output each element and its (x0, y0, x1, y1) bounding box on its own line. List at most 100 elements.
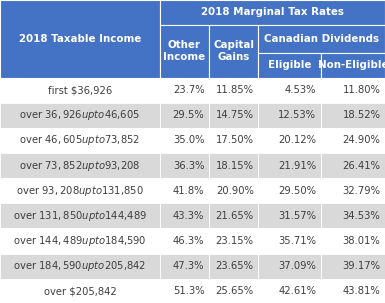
Bar (258, 178, 321, 203)
Bar (160, 78, 209, 103)
Bar (0, 228, 160, 254)
Bar (209, 103, 258, 128)
Text: 18.15%: 18.15% (216, 161, 254, 171)
Bar (258, 25, 385, 53)
Bar (209, 279, 258, 303)
Bar (321, 203, 385, 228)
Text: over $205,842: over $205,842 (44, 286, 116, 296)
Text: 21.65%: 21.65% (216, 211, 254, 221)
Text: Non-Eligible: Non-Eligible (318, 60, 385, 70)
Bar (160, 153, 209, 178)
Text: over $131,850 up to $144,489: over $131,850 up to $144,489 (13, 209, 147, 223)
Text: 35.0%: 35.0% (173, 135, 204, 145)
Bar (209, 128, 258, 153)
Bar (258, 254, 321, 279)
Bar (321, 78, 385, 103)
Bar (258, 228, 321, 254)
Bar (209, 228, 258, 254)
Text: over $46,605 up to $73,852: over $46,605 up to $73,852 (19, 133, 141, 148)
Bar (321, 254, 385, 279)
Text: 42.61%: 42.61% (278, 286, 316, 296)
Bar (209, 178, 258, 203)
Text: 14.75%: 14.75% (216, 110, 254, 120)
Bar (321, 53, 385, 78)
Bar (0, 254, 160, 279)
Bar (160, 0, 385, 25)
Bar (0, 103, 160, 128)
Bar (160, 25, 209, 78)
Bar (0, 203, 160, 228)
Text: first $36,926: first $36,926 (48, 85, 112, 95)
Text: 17.50%: 17.50% (216, 135, 254, 145)
Text: 2018 Taxable Income: 2018 Taxable Income (19, 34, 141, 44)
Bar (209, 25, 258, 78)
Text: 11.85%: 11.85% (216, 85, 254, 95)
Text: 26.41%: 26.41% (342, 161, 380, 171)
Text: 18.52%: 18.52% (342, 110, 380, 120)
Text: 37.09%: 37.09% (278, 261, 316, 271)
Text: 23.65%: 23.65% (216, 261, 254, 271)
Text: 11.80%: 11.80% (343, 85, 380, 95)
Bar (321, 228, 385, 254)
Text: Other
Income: Other Income (163, 40, 206, 62)
Bar (0, 279, 160, 303)
Bar (160, 178, 209, 203)
Bar (209, 203, 258, 228)
Text: 24.90%: 24.90% (343, 135, 380, 145)
Bar (258, 279, 321, 303)
Text: 23.7%: 23.7% (173, 85, 204, 95)
Bar (209, 78, 258, 103)
Bar (258, 78, 321, 103)
Bar (0, 178, 160, 203)
Bar (160, 228, 209, 254)
Text: 47.3%: 47.3% (173, 261, 204, 271)
Text: 41.8%: 41.8% (173, 186, 204, 196)
Bar (258, 53, 321, 78)
Text: 39.17%: 39.17% (342, 261, 380, 271)
Bar (160, 254, 209, 279)
Bar (321, 128, 385, 153)
Text: over $93,208 up to $131,850: over $93,208 up to $131,850 (16, 184, 144, 198)
Text: 34.53%: 34.53% (343, 211, 380, 221)
Text: 12.53%: 12.53% (278, 110, 316, 120)
Text: 20.90%: 20.90% (216, 186, 254, 196)
Text: 35.71%: 35.71% (278, 236, 316, 246)
Text: 31.57%: 31.57% (278, 211, 316, 221)
Text: 20.12%: 20.12% (278, 135, 316, 145)
Bar (160, 203, 209, 228)
Bar (258, 153, 321, 178)
Bar (321, 178, 385, 203)
Bar (160, 103, 209, 128)
Bar (160, 128, 209, 153)
Text: 21.91%: 21.91% (278, 161, 316, 171)
Bar (321, 279, 385, 303)
Bar (0, 153, 160, 178)
Text: 32.79%: 32.79% (342, 186, 380, 196)
Text: 43.81%: 43.81% (343, 286, 380, 296)
Bar (160, 279, 209, 303)
Bar (0, 0, 160, 78)
Text: 2018 Marginal Tax Rates: 2018 Marginal Tax Rates (201, 7, 344, 18)
Bar (209, 153, 258, 178)
Text: 38.01%: 38.01% (343, 236, 380, 246)
Text: Eligible: Eligible (268, 60, 311, 70)
Text: 23.15%: 23.15% (216, 236, 254, 246)
Text: Canadian Dividends: Canadian Dividends (264, 34, 379, 44)
Text: over $144,489 up to $184,590: over $144,489 up to $184,590 (13, 234, 147, 248)
Bar (258, 128, 321, 153)
Text: over $73,852 up to $93,208: over $73,852 up to $93,208 (19, 158, 141, 173)
Text: 46.3%: 46.3% (173, 236, 204, 246)
Text: 51.3%: 51.3% (173, 286, 204, 296)
Text: 29.50%: 29.50% (278, 186, 316, 196)
Text: 36.3%: 36.3% (173, 161, 204, 171)
Bar (258, 203, 321, 228)
Text: 25.65%: 25.65% (216, 286, 254, 296)
Text: over $184,590 up to $205,842: over $184,590 up to $205,842 (13, 259, 147, 273)
Text: 4.53%: 4.53% (285, 85, 316, 95)
Bar (321, 153, 385, 178)
Bar (0, 78, 160, 103)
Text: 43.3%: 43.3% (173, 211, 204, 221)
Bar (258, 103, 321, 128)
Bar (209, 254, 258, 279)
Bar (321, 103, 385, 128)
